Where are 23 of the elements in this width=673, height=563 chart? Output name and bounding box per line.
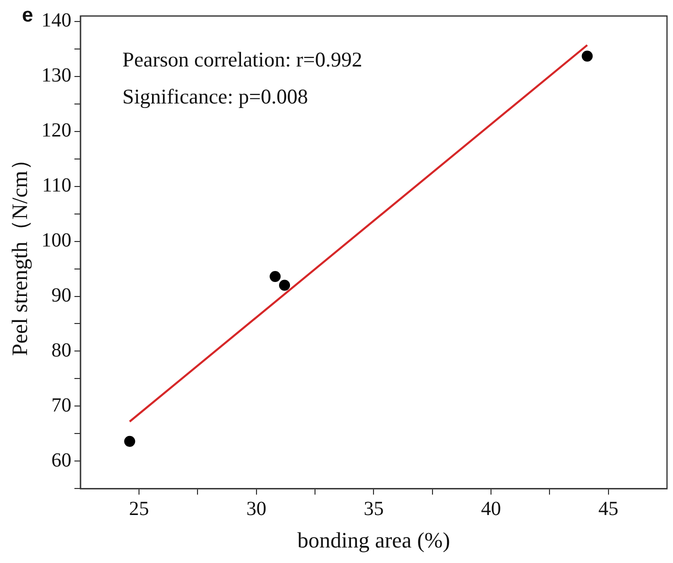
point (270, 270, 281, 282)
y-tick-label: 100 (41, 230, 72, 252)
x-tick-label: 40 (481, 498, 502, 520)
x-tick-label: 45 (598, 498, 618, 520)
y-tick-label: 80 (51, 339, 72, 362)
x-tick-label: 25 (129, 498, 150, 520)
y-tick-label: 90 (51, 284, 72, 307)
point (124, 436, 136, 447)
y-tick-label: 70 (51, 394, 72, 416)
point (279, 280, 290, 291)
y-tick-label: 140 (41, 10, 72, 32)
y-tick-label: 130 (41, 64, 72, 87)
y-tick-label: 110 (42, 174, 72, 197)
x-tick-label: 35 (364, 498, 384, 520)
x-tick-label: 30 (246, 498, 266, 520)
y-axis-title: Peel strength（N/cm） (6, 148, 32, 356)
y-tick-label: 60 (51, 449, 72, 472)
annotation: Pearson correlation: r=0.992 (122, 48, 362, 72)
text: e (22, 4, 34, 27)
y-tick-label: 120 (41, 120, 72, 142)
point (582, 50, 593, 62)
x-axis-title: bonding area (%) (297, 528, 450, 553)
annotation: Significance: p=0.008 (122, 84, 308, 109)
